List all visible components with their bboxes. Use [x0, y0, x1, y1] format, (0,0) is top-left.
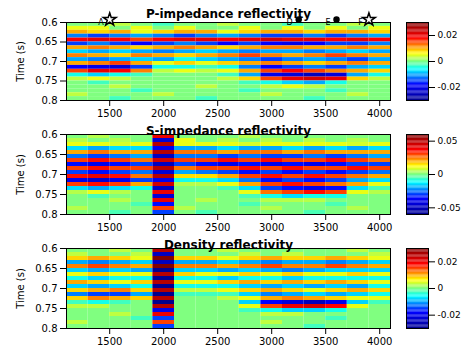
svg-text:2500: 2500: [205, 336, 230, 346]
svg-text:Time (s): Time (s): [15, 154, 26, 196]
svg-text:0.65: 0.65: [35, 263, 57, 274]
svg-text:4000: 4000: [367, 336, 392, 346]
svg-text:F: F: [358, 18, 363, 27]
svg-text:2500: 2500: [205, 108, 230, 118]
svg-text:0.6: 0.6: [42, 129, 58, 140]
svg-text:1500: 1500: [97, 336, 122, 346]
svg-text:3000: 3000: [259, 108, 284, 118]
svg-text:-0.02: -0.02: [438, 310, 461, 320]
svg-text:4000: 4000: [367, 222, 392, 232]
svg-text:3000: 3000: [259, 222, 284, 232]
svg-text:S-impedance reflectivity: S-impedance reflectivity: [146, 124, 311, 138]
svg-text:0.65: 0.65: [35, 36, 57, 47]
svg-text:0: 0: [438, 169, 444, 179]
svg-text:0.02: 0.02: [438, 30, 458, 40]
svg-text:0.65: 0.65: [35, 149, 57, 160]
svg-text:P-impedance reflectivity: P-impedance reflectivity: [145, 7, 312, 21]
svg-text:3500: 3500: [313, 336, 338, 346]
svg-text:1500: 1500: [97, 222, 122, 232]
svg-text:0: 0: [438, 283, 444, 293]
svg-text:0.7: 0.7: [42, 283, 58, 294]
svg-text:Density reflectivity: Density reflectivity: [164, 238, 293, 252]
svg-text:0.75: 0.75: [35, 189, 57, 200]
svg-text:2000: 2000: [151, 336, 176, 346]
svg-text:0.02: 0.02: [438, 257, 458, 267]
svg-text:Time (s): Time (s): [15, 268, 26, 310]
svg-text:0.8: 0.8: [42, 209, 58, 220]
svg-text:0.8: 0.8: [42, 95, 58, 106]
svg-text:3000: 3000: [259, 336, 284, 346]
svg-text:4000: 4000: [367, 108, 392, 118]
svg-text:3500: 3500: [313, 108, 338, 118]
svg-text:-0.02: -0.02: [438, 82, 461, 92]
svg-text:0.7: 0.7: [42, 169, 58, 180]
svg-text:0.7: 0.7: [42, 56, 58, 67]
svg-text:3500: 3500: [313, 222, 338, 232]
svg-text:A: A: [98, 18, 104, 27]
svg-text:0.6: 0.6: [42, 243, 58, 254]
svg-text:D: D: [287, 18, 293, 27]
svg-text:0.05: 0.05: [438, 136, 458, 146]
svg-text:2000: 2000: [151, 222, 176, 232]
svg-text:E: E: [325, 18, 330, 27]
svg-text:0.75: 0.75: [35, 75, 57, 86]
svg-text:Time (s): Time (s): [15, 41, 26, 83]
svg-text:0.8: 0.8: [42, 323, 58, 334]
svg-text:0.6: 0.6: [42, 17, 58, 28]
svg-text:0.75: 0.75: [35, 303, 57, 314]
svg-text:1500: 1500: [97, 108, 122, 118]
svg-text:2000: 2000: [151, 108, 176, 118]
svg-text:-0.05: -0.05: [438, 203, 461, 213]
svg-text:2500: 2500: [205, 222, 230, 232]
svg-text:0: 0: [438, 56, 444, 66]
